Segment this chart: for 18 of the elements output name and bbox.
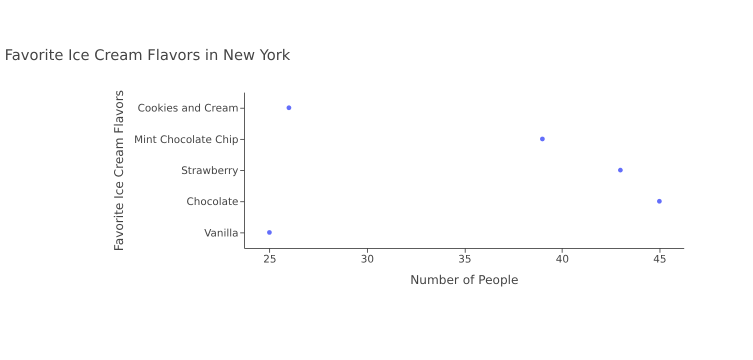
x-tick-label: 25 — [263, 253, 276, 266]
y-axis-title: Favorite Ice Cream Flavors — [112, 90, 126, 252]
point — [540, 136, 545, 142]
y-tick-label: Strawberry — [181, 165, 238, 178]
y-tick-label: Chocolate — [186, 196, 238, 208]
y-tick-label: Mint Chocolate Chip — [134, 134, 239, 146]
y-tick-label: Cookies and Cream — [138, 102, 238, 115]
x-tick-label: 40 — [556, 253, 569, 266]
point — [286, 105, 292, 110]
x-tick-label: 35 — [458, 253, 472, 266]
chart-title: Favorite Ice Cream Flavors in New York — [4, 47, 291, 64]
point — [657, 198, 662, 204]
y-tick-label: Vanilla — [204, 227, 238, 240]
x-axis-title: Number of People — [410, 272, 518, 287]
point — [618, 168, 623, 172]
x-tick-label: 30 — [360, 253, 374, 266]
point — [267, 230, 272, 235]
x-tick-label: 45 — [653, 253, 666, 266]
